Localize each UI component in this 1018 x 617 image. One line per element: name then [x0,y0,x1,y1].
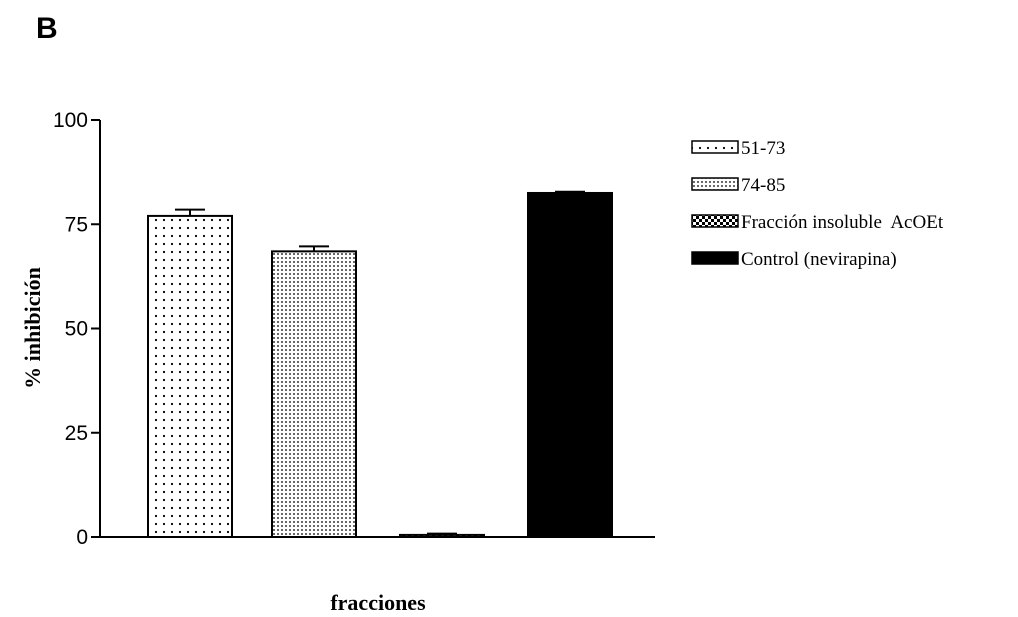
bar [271,250,357,538]
plot-area: 0 25 50 75 100 [53,109,655,549]
panel-label: B [36,12,58,45]
x-axis-title: fracciones [330,590,426,615]
legend-entry: Control (nevirapina) [741,249,897,270]
legend-swatch [691,140,739,154]
legend-swatch [691,214,739,228]
y-tick-label: 100 [53,109,88,132]
legend: 51-73 74-85 Fracción insoluble AcOEt Contro… [691,138,944,270]
legend-swatch [691,251,739,265]
y-axis-title: % inhibición [20,267,45,389]
legend-entry: 51-73 [741,138,785,159]
legend-swatch [691,177,739,191]
legend-entry: 74-85 [741,175,785,196]
y-tick-label: 0 [76,526,88,549]
y-tick-label: 75 [65,213,88,236]
legend-entry: Fracción insoluble AcOEt [741,212,944,233]
bar [399,533,485,538]
y-tick-label: 50 [65,318,88,341]
bar [527,191,613,538]
bar [147,214,233,538]
y-tick-label: 25 [65,422,88,445]
